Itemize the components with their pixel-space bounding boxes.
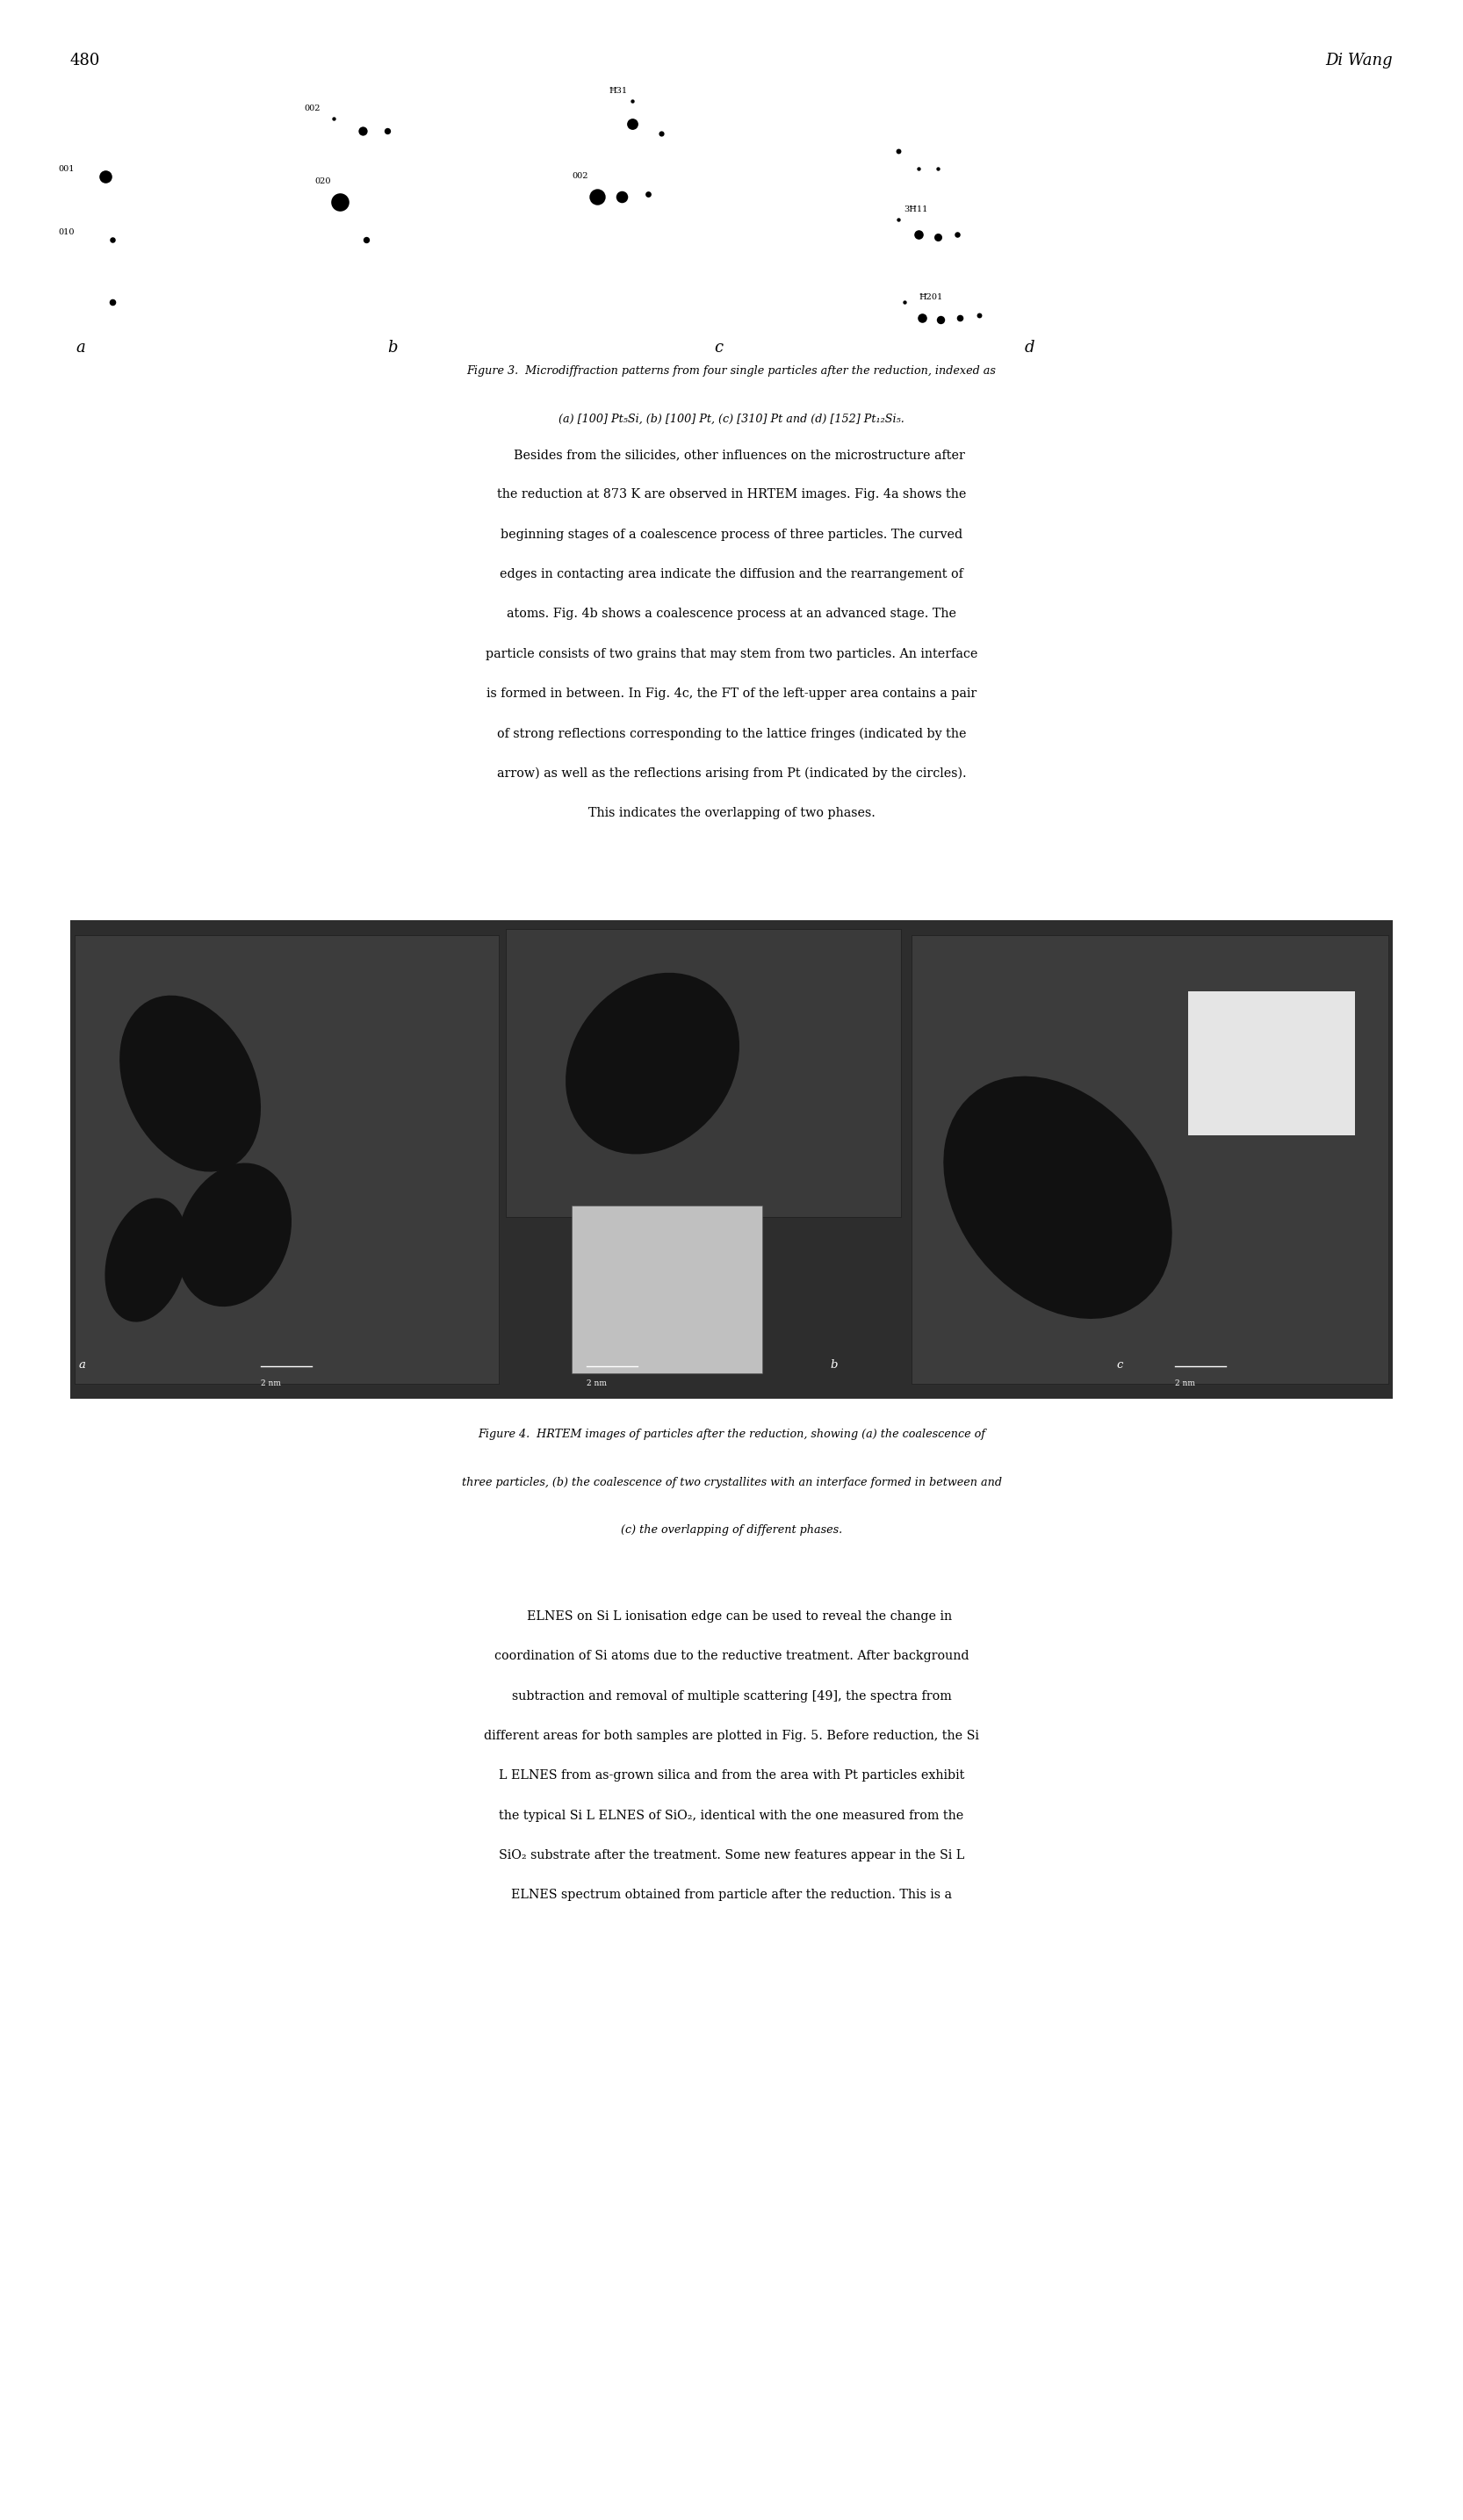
Text: d: d xyxy=(1024,340,1034,355)
Point xyxy=(636,174,660,214)
Text: 2 nm: 2 nm xyxy=(587,1381,607,1389)
Point xyxy=(967,295,990,335)
Point xyxy=(907,149,930,189)
Ellipse shape xyxy=(944,1076,1172,1318)
Text: three particles, (b) the coalescence of two crystallites with an interface forme: three particles, (b) the coalescence of … xyxy=(461,1477,1002,1489)
Ellipse shape xyxy=(566,973,739,1154)
Point xyxy=(910,297,933,338)
Text: c: c xyxy=(1116,1361,1124,1371)
Point xyxy=(892,282,916,323)
Text: edges in contacting area indicate the diffusion and the rearrangement of: edges in contacting area indicate the di… xyxy=(500,567,963,580)
Point xyxy=(948,297,971,338)
Point xyxy=(94,156,117,197)
Text: 020: 020 xyxy=(315,176,331,186)
Point xyxy=(926,217,949,257)
Point xyxy=(929,300,952,340)
Text: Figure 4.  HRTEM images of particles after the reduction, showing (a) the coales: Figure 4. HRTEM images of particles afte… xyxy=(478,1429,985,1441)
Text: This indicates the overlapping of two phases.: This indicates the overlapping of two ph… xyxy=(588,806,875,819)
Text: ELNES on Si L ionisation edge can be used to reveal the change in: ELNES on Si L ionisation edge can be use… xyxy=(511,1610,952,1623)
Text: Ħ201: Ħ201 xyxy=(919,292,942,302)
Text: 2 nm: 2 nm xyxy=(260,1381,281,1389)
Text: 002: 002 xyxy=(572,171,588,181)
Bar xyxy=(1188,990,1355,1134)
Point xyxy=(585,176,609,217)
Text: 002: 002 xyxy=(304,103,320,113)
Text: the reduction at 873 K are observed in HRTEM images. Fig. 4a shows the: the reduction at 873 K are observed in H… xyxy=(497,489,966,501)
Ellipse shape xyxy=(105,1197,187,1323)
Text: atoms. Fig. 4b shows a coalescence process at an advanced stage. The: atoms. Fig. 4b shows a coalescence proce… xyxy=(506,607,957,620)
Point xyxy=(101,282,124,323)
Text: L ELNES from as-grown silica and from the area with Pt particles exhibit: L ELNES from as-grown silica and from th… xyxy=(499,1769,964,1782)
Text: subtraction and removal of multiple scattering [49], the spectra from: subtraction and removal of multiple scat… xyxy=(512,1691,951,1701)
Point xyxy=(620,103,644,144)
Text: Ħ31: Ħ31 xyxy=(609,86,628,96)
Point xyxy=(887,199,910,239)
Point xyxy=(376,111,399,151)
Point xyxy=(650,113,673,154)
Text: arrow) as well as the reflections arising from Pt (indicated by the circles).: arrow) as well as the reflections arisin… xyxy=(497,766,966,779)
Text: (c) the overlapping of different phases.: (c) the overlapping of different phases. xyxy=(620,1525,843,1537)
Text: particle consists of two grains that may stem from two particles. An interface: particle consists of two grains that may… xyxy=(486,648,977,660)
Text: 3Ħ11: 3Ħ11 xyxy=(904,204,928,214)
Text: beginning stages of a coalescence process of three particles. The curved: beginning stages of a coalescence proces… xyxy=(500,529,963,539)
Text: of strong reflections corresponding to the lattice fringes (indicated by the: of strong reflections corresponding to t… xyxy=(497,728,966,741)
Ellipse shape xyxy=(120,995,260,1172)
Text: ELNES spectrum obtained from particle after the reduction. This is a: ELNES spectrum obtained from particle af… xyxy=(511,1890,952,1900)
Bar xyxy=(506,930,901,1217)
Bar xyxy=(70,920,1393,1399)
Bar xyxy=(572,1207,762,1373)
Text: c: c xyxy=(714,340,723,355)
Bar xyxy=(75,935,499,1383)
Text: Figure 3.  Microdiffraction patterns from four single particles after the reduct: Figure 3. Microdiffraction patterns from… xyxy=(467,365,996,378)
Text: the typical Si L ELNES of SiO₂, identical with the one measured from the: the typical Si L ELNES of SiO₂, identica… xyxy=(499,1809,964,1822)
Point xyxy=(926,149,949,189)
Text: a: a xyxy=(76,340,85,355)
Text: b: b xyxy=(830,1361,838,1371)
Point xyxy=(354,219,377,260)
Text: 001: 001 xyxy=(59,164,75,174)
Bar xyxy=(911,935,1388,1383)
Ellipse shape xyxy=(177,1162,291,1308)
Point xyxy=(322,98,345,139)
Text: coordination of Si atoms due to the reductive treatment. After background: coordination of Si atoms due to the redu… xyxy=(494,1651,969,1663)
Point xyxy=(887,131,910,171)
Point xyxy=(351,111,375,151)
Point xyxy=(101,219,124,260)
Text: b: b xyxy=(388,340,398,355)
Text: 480: 480 xyxy=(70,53,101,68)
Text: 010: 010 xyxy=(59,227,75,237)
Point xyxy=(610,176,633,217)
Point xyxy=(328,181,351,222)
Text: 2 nm: 2 nm xyxy=(1175,1381,1195,1389)
Text: Besides from the silicides, other influences on the microstructure after: Besides from the silicides, other influe… xyxy=(497,449,966,461)
Text: different areas for both samples are plotted in Fig. 5. Before reduction, the Si: different areas for both samples are plo… xyxy=(484,1729,979,1741)
Point xyxy=(945,214,969,255)
Point xyxy=(907,214,930,255)
Text: is formed in between. In Fig. 4c, the FT of the left-upper area contains a pair: is formed in between. In Fig. 4c, the FT… xyxy=(486,688,977,701)
Text: SiO₂ substrate after the treatment. Some new features appear in the Si L: SiO₂ substrate after the treatment. Some… xyxy=(499,1850,964,1862)
Text: Di Wang: Di Wang xyxy=(1325,53,1393,68)
Point xyxy=(620,81,644,121)
Text: a: a xyxy=(79,1361,86,1371)
Text: (a) [100] Pt₅Si, (b) [100] Pt, (c) [310] Pt and (d) [152] Pt₁₂Si₅.: (a) [100] Pt₅Si, (b) [100] Pt, (c) [310]… xyxy=(559,413,904,426)
